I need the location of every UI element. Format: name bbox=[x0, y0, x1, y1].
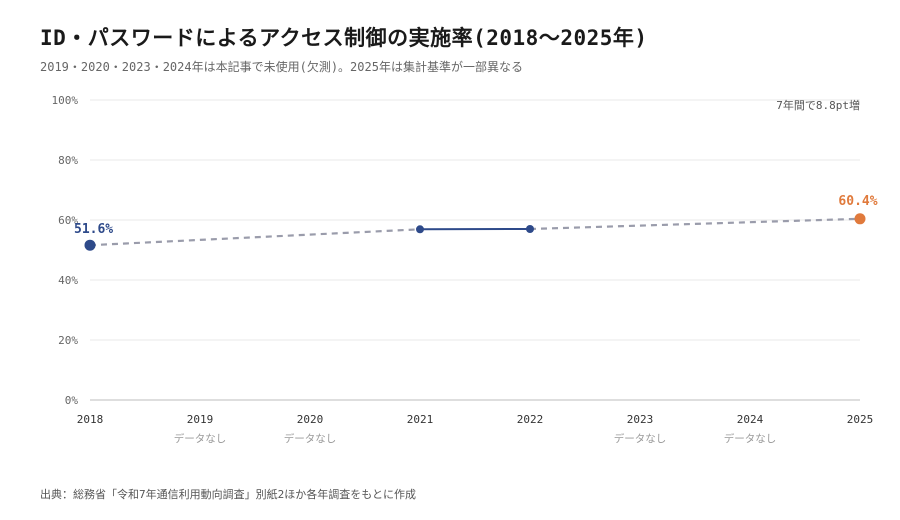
y-tick-label: 40% bbox=[58, 274, 78, 287]
x-tick-label: 2019 bbox=[187, 413, 214, 426]
missing-data-label: データなし bbox=[284, 432, 337, 445]
x-tick-label: 2018 bbox=[77, 413, 104, 426]
y-tick-label: 60% bbox=[58, 214, 78, 227]
chart-title: ID・パスワードによるアクセス制御の実施率(2018〜2025年) bbox=[40, 26, 648, 50]
y-tick-label: 80% bbox=[58, 154, 78, 167]
data-label: 60.4% bbox=[838, 194, 877, 209]
data-point bbox=[854, 213, 866, 225]
x-tick-label: 2024 bbox=[737, 413, 764, 426]
chart-subtitle: 2019・2020・2023・2024年は本記事で未使用(欠測)。2025年は集… bbox=[40, 60, 523, 74]
missing-data-label: データなし bbox=[174, 432, 227, 445]
x-tick-label: 2022 bbox=[517, 413, 544, 426]
y-tick-label: 20% bbox=[58, 334, 78, 347]
x-tick-label: 2021 bbox=[407, 413, 434, 426]
data-point bbox=[84, 239, 96, 251]
missing-data-label: データなし bbox=[614, 432, 667, 445]
interpolated-line-segment bbox=[529, 217, 861, 231]
data-point bbox=[416, 225, 424, 234]
y-tick-label: 0% bbox=[65, 394, 79, 407]
interpolated-line-segment bbox=[89, 228, 421, 247]
x-tick-label: 2023 bbox=[627, 413, 654, 426]
source-note: 出典：総務省「令和7年通信利用動向調査」別紙2ほか各年調査をもとに作成 bbox=[40, 488, 417, 501]
data-label: 51.6% bbox=[74, 222, 113, 237]
y-tick-label: 100% bbox=[52, 94, 79, 107]
x-tick-label: 2025 bbox=[847, 413, 874, 426]
data-point bbox=[526, 225, 534, 233]
annotation-text: 7年間で8.8pt増 bbox=[776, 98, 860, 112]
x-tick-label: 2020 bbox=[297, 413, 324, 426]
missing-data-label: データなし bbox=[724, 432, 777, 445]
